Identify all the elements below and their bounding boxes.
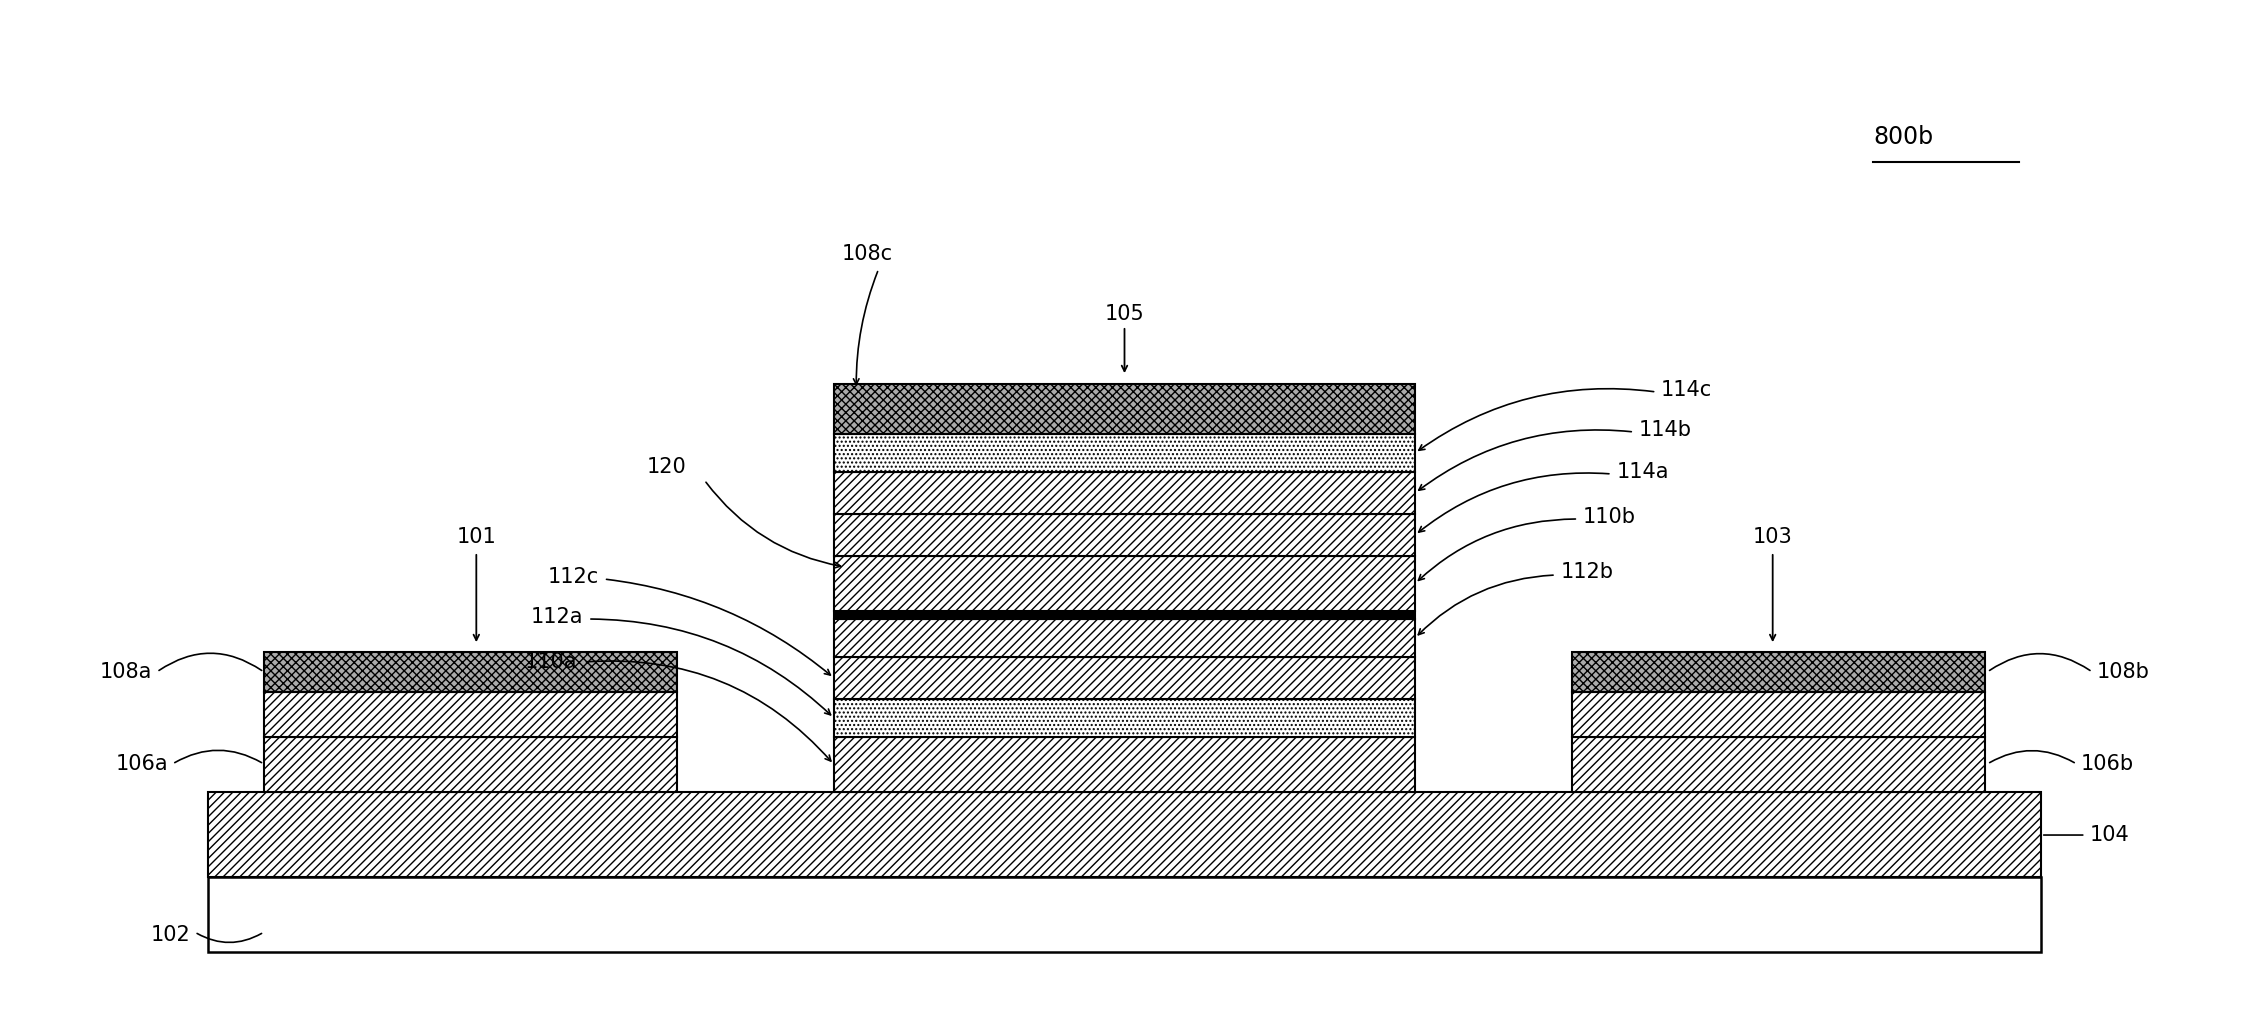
Bar	[834, 434, 1415, 472]
Text: 112b: 112b	[1561, 562, 1613, 582]
Bar	[263, 652, 677, 692]
Bar	[1572, 692, 1986, 737]
Bar	[263, 737, 677, 792]
Bar	[834, 472, 1415, 514]
Bar	[834, 556, 1415, 611]
Text: 112a: 112a	[531, 607, 582, 627]
Bar	[834, 657, 1415, 699]
Text: 103: 103	[1752, 527, 1792, 547]
Text: 114a: 114a	[1617, 462, 1669, 482]
Text: 110a: 110a	[524, 652, 578, 672]
Text: 104: 104	[2089, 825, 2130, 845]
Text: 120: 120	[645, 457, 686, 477]
Text: 114b: 114b	[1640, 420, 1691, 440]
Bar	[834, 699, 1415, 737]
Bar	[834, 737, 1415, 792]
Bar	[263, 692, 677, 737]
Text: 105: 105	[1104, 304, 1145, 324]
Text: 106b: 106b	[2080, 754, 2134, 774]
Text: 800b: 800b	[1873, 125, 1934, 149]
Bar	[209, 877, 2040, 952]
Bar	[834, 384, 1415, 434]
Bar	[1572, 652, 1986, 692]
Text: 102: 102	[151, 925, 191, 945]
Bar	[834, 611, 1415, 619]
Bar	[209, 792, 2040, 877]
Text: 108c: 108c	[841, 244, 893, 264]
Text: 112c: 112c	[549, 567, 598, 587]
Text: 101: 101	[457, 527, 497, 547]
Text: 114c: 114c	[1662, 380, 1711, 400]
Text: 110b: 110b	[1583, 507, 1635, 527]
Text: 108a: 108a	[99, 662, 153, 682]
Text: 106a: 106a	[115, 754, 169, 774]
Bar	[1572, 737, 1986, 792]
Bar	[834, 619, 1415, 657]
Bar	[834, 514, 1415, 556]
Text: 108b: 108b	[2096, 662, 2150, 682]
